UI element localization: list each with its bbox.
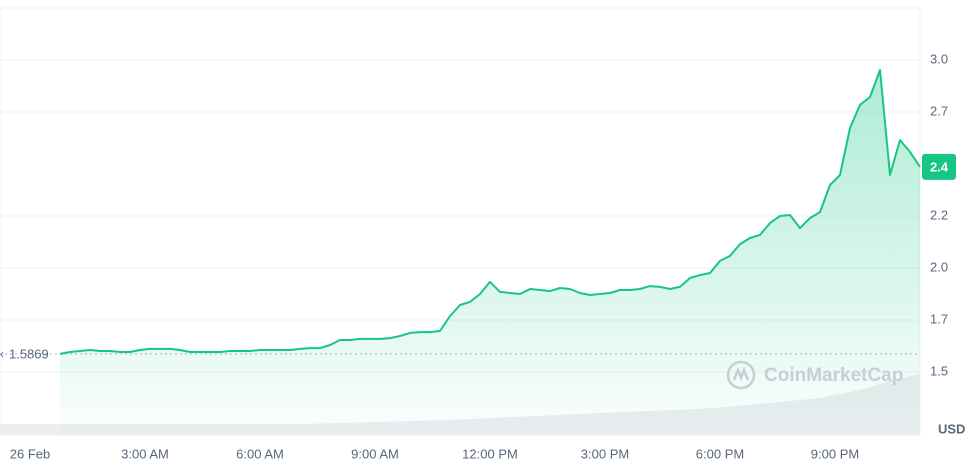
x-tick-label: 9:00 PM bbox=[811, 446, 859, 461]
last-price-badge bbox=[922, 153, 956, 180]
watermark: CoinMarketCap bbox=[764, 365, 903, 386]
y-tick-label: 2.7 bbox=[930, 103, 948, 118]
x-tick-label: 3:00 PM bbox=[581, 446, 629, 461]
price-line bbox=[59, 69, 921, 355]
x-tick-label: 12:00 PM bbox=[462, 446, 518, 461]
price-area bbox=[60, 70, 920, 435]
x-tick-label: 6:00 PM bbox=[696, 446, 744, 461]
currency-label: USD bbox=[938, 421, 965, 436]
y-tick-label: 1.7 bbox=[930, 311, 948, 326]
reference-label: 1.5869 bbox=[9, 346, 49, 361]
y-tick-label: 2.2 bbox=[930, 207, 948, 222]
reference-arrow: ‹ bbox=[0, 347, 4, 361]
plot bbox=[0, 69, 921, 435]
y-tick-label: 3.0 bbox=[930, 51, 948, 66]
last-price-label: 2.4 bbox=[930, 159, 949, 174]
y-tick-label: 2.0 bbox=[930, 259, 948, 274]
x-tick-label: 6:00 AM bbox=[236, 446, 284, 461]
x-tick-label: 9:00 AM bbox=[351, 446, 399, 461]
y-tick-label: 1.5 bbox=[930, 363, 948, 378]
watermark-logo bbox=[726, 360, 756, 390]
x-tick-label: 3:00 AM bbox=[121, 446, 169, 461]
x-tick-label: 26 Feb bbox=[10, 446, 50, 461]
